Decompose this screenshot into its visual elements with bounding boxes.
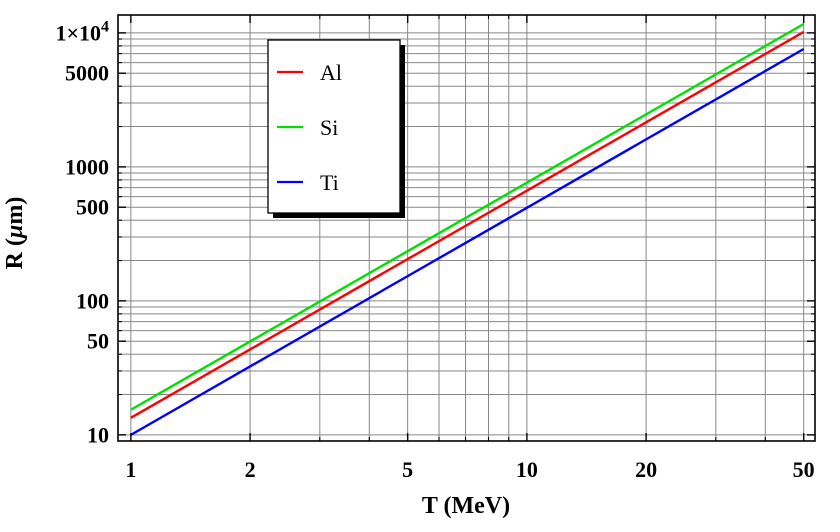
plot-frame [117, 14, 816, 442]
y-tick-label: 500 [76, 195, 109, 220]
series-line-ti [130, 47, 805, 436]
legend: Al Si Ti [267, 39, 405, 218]
y-axis-label: R (μm) [2, 197, 28, 270]
y-tick-label: 1000 [65, 154, 109, 179]
series-line-al [130, 30, 805, 419]
grid-lines [118, 15, 815, 441]
y-tick-label: 10 [87, 422, 109, 447]
x-tick-label: 10 [516, 457, 538, 482]
legend-entry: Si [277, 115, 338, 140]
legend-label-al: Al [320, 60, 342, 85]
x-tick-label: 2 [245, 457, 256, 482]
frame-rect [117, 14, 816, 442]
series-line-si [130, 22, 805, 411]
data-series [130, 22, 805, 436]
legend-entry: Al [277, 60, 342, 85]
y-tick-label: 100 [76, 288, 109, 313]
legend-label-si: Si [320, 115, 338, 140]
x-tick-label: 1 [125, 457, 136, 482]
y-tick-label: 1×104 [55, 18, 109, 45]
x-axis-label: T (MeV) [422, 493, 510, 519]
legend-entry: Ti [277, 170, 339, 195]
y-tick-label: 5000 [65, 61, 109, 86]
legend-label-ti: Ti [320, 170, 339, 195]
tick-labels: 1 2 5 10 20 50 10 50 100 500 1000 5000 1×104 [55, 18, 814, 482]
x-tick-label: 20 [635, 457, 657, 482]
x-tick-label: 50 [793, 457, 815, 482]
x-tick-label: 5 [402, 457, 413, 482]
y-tick-label: 50 [87, 329, 109, 354]
